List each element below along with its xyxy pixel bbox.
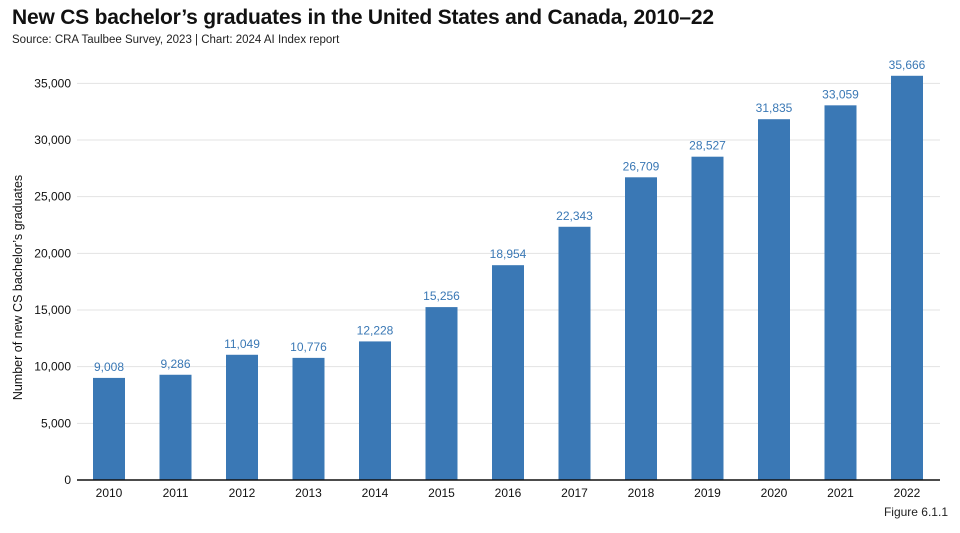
data-label: 31,835 [756,101,793,115]
data-label: 10,776 [290,340,327,354]
chart-subtitle: Source: CRA Taulbee Survey, 2023 | Chart… [12,34,340,46]
bars [93,75,923,481]
data-label: 22,343 [556,209,593,223]
x-tick-label: 2011 [163,486,189,500]
bar [425,307,458,480]
y-tick-label: 15,000 [34,303,71,317]
x-tick-label: 2014 [362,486,389,500]
data-label: 9,008 [94,360,124,374]
y-tick-label: 0 [64,473,71,487]
x-tick-label: 2010 [96,486,123,500]
data-label: 28,527 [689,139,726,153]
bar [824,105,857,481]
x-tick-label: 2012 [229,486,256,500]
y-tick-label: 35,000 [34,76,71,90]
y-tick-label: 5,000 [41,416,71,430]
data-labels: 9,008 9,286 11,049 10,776 12,228 15,256 18,954… [94,58,926,374]
figure-label: Figure 6.1.1 [883,505,948,519]
data-label: 18,954 [490,247,527,261]
chart-title: New CS bachelor’s graduates in the Unite… [12,6,714,29]
y-tick-label: 20,000 [34,246,71,260]
data-label: 35,666 [889,58,926,72]
bar [758,119,790,480]
x-tick-label: 2019 [694,486,721,500]
bar [159,374,192,480]
x-tick-label: 2020 [761,486,788,500]
data-label: 9,286 [160,357,190,371]
data-label: 11,049 [224,337,260,351]
bar [492,265,524,480]
bar [226,354,258,480]
bar [93,377,125,480]
y-tick-label: 30,000 [34,133,71,147]
x-tick-label: 2017 [561,486,588,500]
y-tick-label: 10,000 [34,360,71,374]
x-tick-label: 2013 [295,486,322,500]
bar [891,75,923,480]
y-tick-label: 25,000 [34,190,71,204]
x-tick-label: 2016 [495,486,522,500]
y-axis-ticks: 0 5,000 10,000 15,000 20,000 25,000 30,000 35,0… [34,76,71,487]
bar [292,357,325,480]
data-label: 15,256 [423,289,460,303]
y-axis-label: Number of new CS bachelor’s graduates [11,175,25,400]
data-label: 12,228 [357,323,394,337]
x-tick-label: 2022 [894,486,921,500]
x-tick-label: 2021 [827,486,854,500]
bar [359,341,391,480]
bar [558,226,591,480]
data-label: 33,059 [822,87,859,101]
gridlines [77,82,940,424]
data-label: 26,709 [623,159,660,173]
x-tick-label: 2018 [628,486,655,500]
x-axis-ticks: 2010 2011 2012 2013 2014 2015 2016 2017 2018 2019… [96,486,921,500]
bar [625,177,657,480]
x-tick-label: 2015 [428,486,455,500]
bar [691,156,724,480]
